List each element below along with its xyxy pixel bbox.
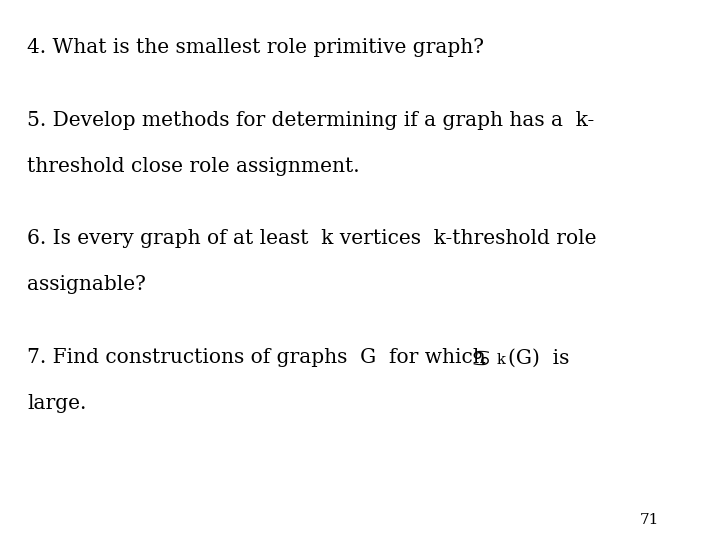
Text: 5. Develop methods for determining if a graph has a  k-: 5. Develop methods for determining if a … [27,111,595,130]
Text: 4. What is the smallest role primitive graph?: 4. What is the smallest role primitive g… [27,38,485,57]
Text: 7. Find constructions of graphs  G  for which: 7. Find constructions of graphs G for wh… [27,348,486,367]
Text: 6. Is every graph of at least  k vertices  k-threshold role: 6. Is every graph of at least k vertices… [27,230,597,248]
Text: ♋: ♋ [471,348,491,372]
Text: threshold close role assignment.: threshold close role assignment. [27,157,360,176]
Text: assignable?: assignable? [27,275,146,294]
Text: k: k [497,353,505,367]
Text: (G)  is: (G) is [508,348,569,367]
Text: 71: 71 [639,512,659,526]
Text: large.: large. [27,394,87,413]
